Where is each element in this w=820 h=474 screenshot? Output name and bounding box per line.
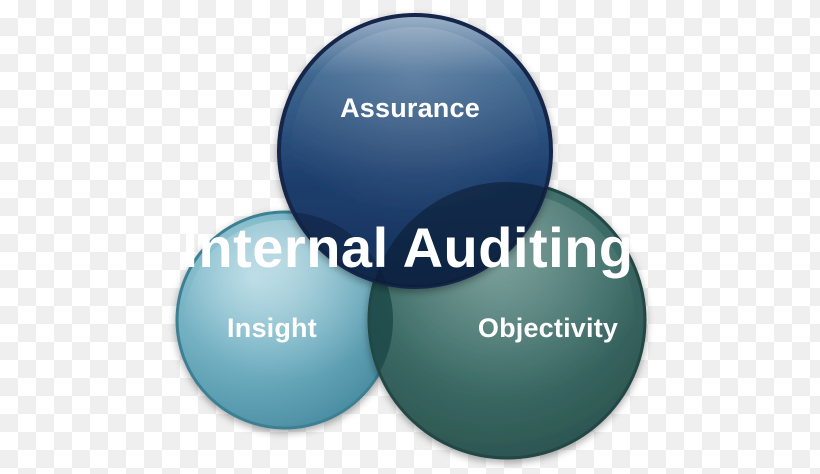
objectivity-label: Objectivity: [478, 313, 618, 343]
assurance-label: Assurance: [340, 93, 480, 123]
insight-label: Insight: [227, 313, 317, 343]
center-title: Internal Auditing: [182, 216, 633, 279]
